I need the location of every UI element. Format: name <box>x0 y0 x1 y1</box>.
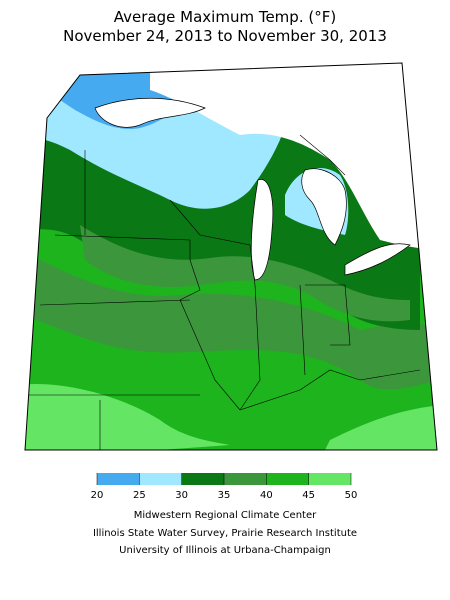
legend-tick-label: 50 <box>345 490 358 501</box>
legend: 20 25 30 35 40 45 50 <box>91 473 358 501</box>
legend-swatch <box>97 473 140 485</box>
map <box>25 63 437 450</box>
lake-superior <box>94 97 206 128</box>
legend-tick-label: 45 <box>302 490 315 501</box>
legend-tick-label: 35 <box>218 490 231 501</box>
lake-huron <box>301 168 347 246</box>
canada <box>150 63 437 250</box>
region <box>320 405 437 450</box>
region <box>80 225 410 322</box>
legend-swatch <box>308 473 351 485</box>
lake-erie <box>344 243 411 276</box>
legend-tick-label: 30 <box>175 490 188 501</box>
map-frame <box>24 62 438 451</box>
region <box>25 384 230 450</box>
legend-tick-label: 20 <box>91 490 104 501</box>
credit: Midwestern Regional Climate Center <box>134 510 317 521</box>
lake-michigan <box>250 179 274 281</box>
credit: University of Illinois at Urbana-Champai… <box>119 545 331 556</box>
state-borders <box>25 134 421 450</box>
legend-swatch <box>266 473 309 485</box>
legend-swatch <box>224 473 267 485</box>
legend-swatch <box>139 473 182 485</box>
legend-tick-label: 40 <box>260 490 273 501</box>
legend-tick-label: 25 <box>133 490 146 501</box>
legend-swatch <box>181 473 224 485</box>
credit: Illinois State Water Survey, Prairie Res… <box>93 528 357 539</box>
title-line: November 24, 2013 to November 30, 2013 <box>63 27 387 45</box>
title-line: Average Maximum Temp. (°F) <box>114 8 336 26</box>
region <box>25 250 437 390</box>
